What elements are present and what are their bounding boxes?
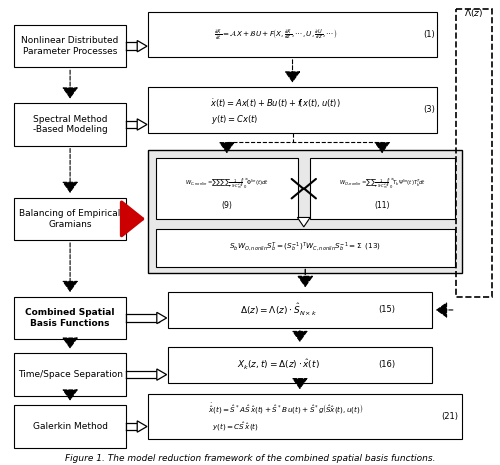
Polygon shape [126,314,159,322]
Text: $\frac{\partial X}{\partial t}=\mathcal{A}X+\mathcal{B}U+F\!\left(X,\frac{\parti: $\frac{\partial X}{\partial t}=\mathcal{… [214,27,337,42]
Text: Balancing of Empirical
Gramians: Balancing of Empirical Gramians [20,209,121,229]
FancyBboxPatch shape [168,347,432,383]
Text: Galerkin Method: Galerkin Method [32,422,108,431]
Text: (1): (1) [424,30,435,39]
Text: $\Delta(z)=\Lambda(z)\cdot\hat{S}_{N\times k}$: $\Delta(z)=\Lambda(z)\cdot\hat{S}_{N\tim… [240,302,318,318]
Text: (11): (11) [374,201,390,210]
Polygon shape [157,369,166,380]
FancyBboxPatch shape [14,103,126,146]
FancyBboxPatch shape [156,229,454,266]
Text: $X_k(z,t)=\Delta(z)\cdot\hat{x}(t)$: $X_k(z,t)=\Delta(z)\cdot\hat{x}(t)$ [238,358,320,372]
Text: (9): (9) [222,201,232,210]
FancyBboxPatch shape [156,158,298,219]
Text: (21): (21) [442,412,458,421]
FancyBboxPatch shape [14,198,126,240]
FancyBboxPatch shape [148,12,437,57]
Polygon shape [126,42,139,50]
Polygon shape [126,423,139,430]
Polygon shape [157,312,166,324]
Text: $\Lambda(z)$: $\Lambda(z)$ [464,7,483,19]
Text: $y(t)=C\hat{S}\,\hat{x}(t)$: $y(t)=C\hat{S}\,\hat{x}(t)$ [212,420,259,433]
Text: $\dot{x}(t)=Ax(t)+Bu(t)+f\!\left(x(t),u(t)\right)$: $\dot{x}(t)=Ax(t)+Bu(t)+f\!\left(x(t),u(… [210,97,340,110]
FancyBboxPatch shape [14,405,126,448]
Text: Spectral Method
-Based Modeling: Spectral Method -Based Modeling [32,115,108,134]
Text: Combined Spatial
Basis Functions: Combined Spatial Basis Functions [26,308,115,328]
Polygon shape [298,218,310,227]
Polygon shape [137,40,147,52]
FancyBboxPatch shape [148,87,437,133]
FancyBboxPatch shape [14,25,126,67]
Polygon shape [137,119,147,130]
Text: Figure 1. The model reduction framework of the combined spatial basis functions.: Figure 1. The model reduction framework … [65,454,435,463]
Bar [456,9,492,297]
Text: Time/Space Separation: Time/Space Separation [18,370,122,379]
Text: $W_{C,nonlin}=\!\sum\!\sum\!\sum\!\sum\!\frac{1}{r\!\cdot\!S\!\cdot\!C_m^2}\!\in: $W_{C,nonlin}=\!\sum\!\sum\!\sum\!\sum\!… [185,177,269,191]
FancyBboxPatch shape [168,292,432,328]
Polygon shape [126,371,159,379]
Text: Nonlinear Distributed
Parameter Processes: Nonlinear Distributed Parameter Processe… [22,36,119,56]
FancyBboxPatch shape [148,151,462,273]
FancyBboxPatch shape [148,394,462,439]
Text: $W_{O,nonlin}=\!\sum\!\sum\!\frac{1}{r\!\cdot\!S\!\cdot\!C_m^2}\!\int_0^\infty\!: $W_{O,nonlin}=\!\sum\!\sum\!\frac{1}{r\!… [339,177,426,191]
Polygon shape [137,421,147,432]
Text: $y(t)=Cx(t)$: $y(t)=Cx(t)$ [211,113,258,126]
Text: (3): (3) [424,106,435,114]
FancyBboxPatch shape [14,353,126,396]
FancyBboxPatch shape [310,158,454,219]
Text: (15): (15) [378,306,396,314]
Polygon shape [126,121,139,128]
Text: (16): (16) [378,360,396,369]
FancyBboxPatch shape [14,297,126,339]
Text: $S_bW_{O,nonlin}S_b^T=(S_b^{-1})^TW_{C,nonlin}S_b^{-1}=\Sigma\;\;(13)$: $S_bW_{O,nonlin}S_b^T=(S_b^{-1})^TW_{C,n… [229,241,382,254]
Text: $\dot{\hat{x}}(t)=\hat{S}^*A\hat{S}\,\hat{x}(t)+\hat{S}^*B\,u(t)+\hat{S}^*g\!\le: $\dot{\hat{x}}(t)=\hat{S}^*A\hat{S}\,\ha… [208,402,364,416]
